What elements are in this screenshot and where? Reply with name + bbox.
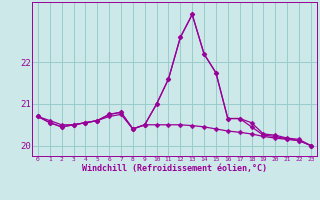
X-axis label: Windchill (Refroidissement éolien,°C): Windchill (Refroidissement éolien,°C) [82, 164, 267, 173]
